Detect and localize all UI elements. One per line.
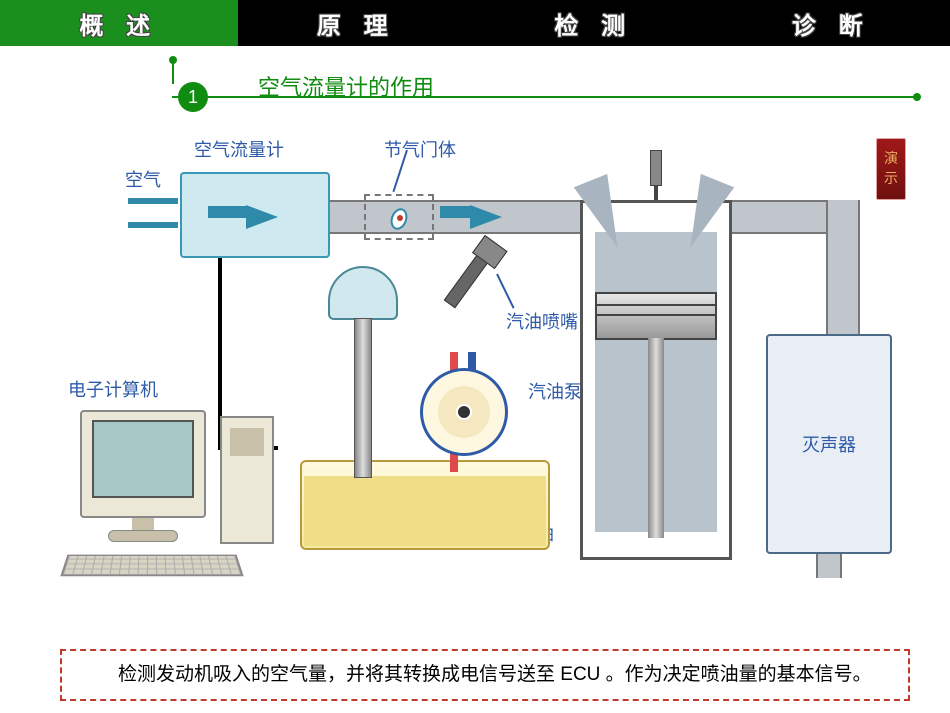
ecu-tower [220, 416, 274, 544]
ecu-keyboard [60, 555, 243, 577]
piston [595, 292, 717, 340]
muffler: 灭声器 [766, 334, 892, 554]
label-muffler: 灭声器 [802, 431, 856, 457]
top-nav: 概 述 原 理 检 测 诊 断 [0, 0, 950, 46]
air-inlet-line [128, 222, 178, 228]
demo-badge-line1: 演 [884, 149, 898, 169]
muffler-outlet [816, 554, 842, 578]
air-inlet-line [128, 198, 178, 204]
description-text: 检测发动机吸入的空气量，并将其转换成电信号送至 ECU 。作为决定喷油量的基本信… [118, 664, 872, 685]
label-throttle-body: 节气门体 [384, 136, 456, 162]
fuel-level [304, 476, 546, 546]
spark-plug [644, 150, 668, 208]
demo-badge[interactable]: 演 示 [876, 138, 906, 200]
tab-diagnosis[interactable]: 诊 断 [713, 0, 950, 46]
flow-arrow-shaft [440, 206, 470, 218]
header-corner-line [172, 62, 174, 84]
label-ecu: 电子计算机 [68, 376, 158, 402]
ecu-screen [92, 420, 194, 498]
label-air-flow-meter: 空气流量计 [194, 136, 284, 162]
fuel-pressure-regulator [328, 266, 398, 320]
tab-detection[interactable]: 检 测 [475, 0, 713, 46]
tab-overview[interactable]: 概 述 [0, 0, 238, 46]
label-fuel-pump: 汽油泵 [528, 378, 582, 404]
section-number-badge: 1 [178, 82, 208, 112]
injector-leader-line [496, 274, 514, 309]
section-title: 空气流量计的作用 [258, 70, 434, 102]
flow-arrow-icon [470, 205, 505, 229]
throttle-pivot [397, 215, 403, 221]
demo-badge-line2: 示 [884, 169, 898, 189]
regulator-stem [354, 318, 372, 478]
label-fuel-injector: 汽油喷嘴 [506, 308, 578, 334]
section-header: 1 空气流量计的作用 [148, 70, 920, 110]
flow-arrow-shaft [208, 206, 246, 218]
label-air: 空气 [125, 166, 161, 192]
connecting-rod [648, 338, 664, 538]
diagram-canvas: 演 示 空气 空气流量计 节气门体 汽油喷嘴 汽油泵 汽油 电子计算机 灭声器 [30, 120, 920, 600]
fuel-injector [444, 252, 491, 309]
fuel-pump-hub [456, 404, 472, 420]
exhaust-pipe-vertical [826, 200, 860, 340]
description-box: 检测发动机吸入的空气量，并将其转换成电信号送至 ECU 。作为决定喷油量的基本信… [60, 649, 910, 702]
monitor-base [108, 530, 178, 542]
tab-principle[interactable]: 原 理 [238, 0, 476, 46]
flow-arrow-icon [246, 205, 281, 229]
